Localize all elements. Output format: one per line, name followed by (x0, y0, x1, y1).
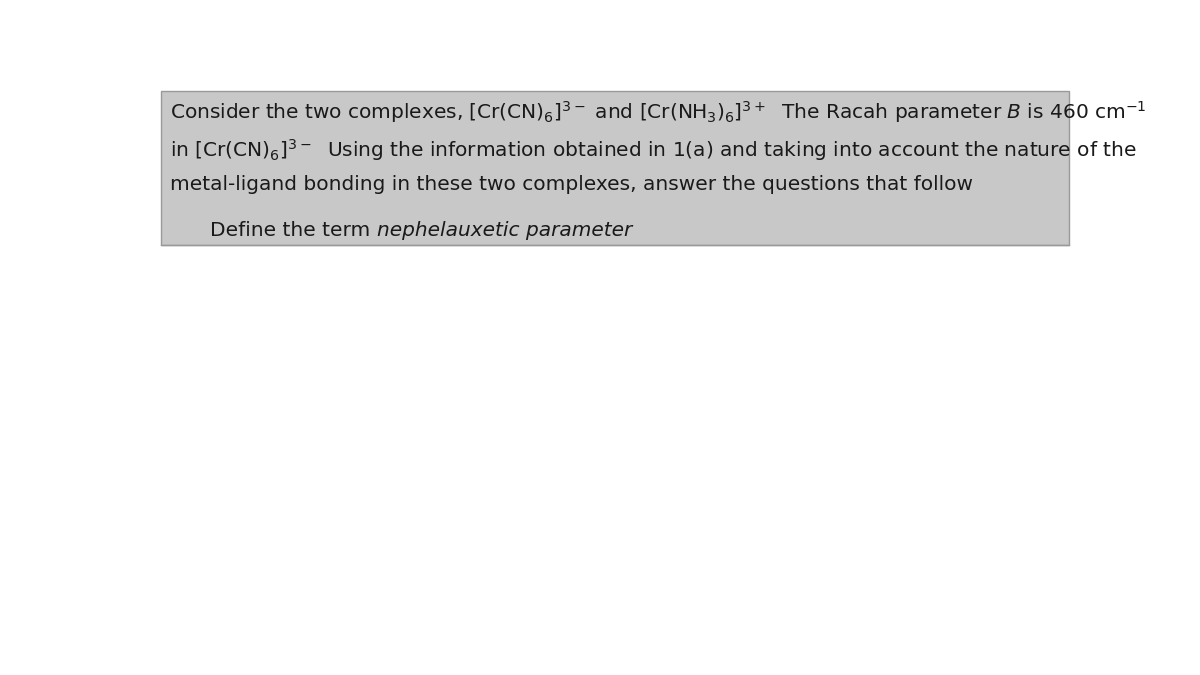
Text: Define the term: Define the term (210, 221, 377, 240)
Text: Consider the two complexes, [Cr(CN)$_6$]$^{3-}$ and [Cr(NH$_3$)$_6$]$^{3+}$  The: Consider the two complexes, [Cr(CN)$_6$]… (170, 99, 1147, 125)
Text: in [Cr(CN)$_6$]$^{3-}$  Using the information obtained in 1(a) and taking into a: in [Cr(CN)$_6$]$^{3-}$ Using the informa… (170, 136, 1136, 163)
Text: metal-ligand bonding in these two complexes, answer the questions that follow: metal-ligand bonding in these two comple… (170, 175, 973, 194)
FancyBboxPatch shape (161, 91, 1069, 245)
Text: nephelauxetic parameter: nephelauxetic parameter (377, 221, 632, 240)
